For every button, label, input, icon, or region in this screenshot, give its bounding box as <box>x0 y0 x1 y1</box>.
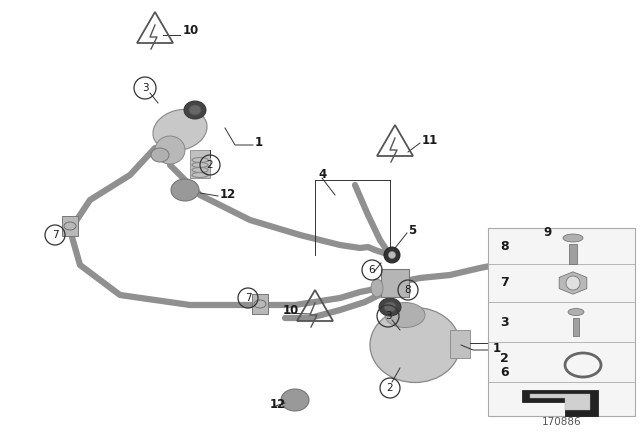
Text: 7: 7 <box>244 293 252 303</box>
Ellipse shape <box>388 251 396 258</box>
Text: 2: 2 <box>207 160 213 170</box>
Text: 8: 8 <box>404 285 412 295</box>
Text: 1: 1 <box>255 137 263 150</box>
Text: 2: 2 <box>500 352 509 365</box>
Ellipse shape <box>596 249 610 271</box>
Ellipse shape <box>563 234 583 242</box>
Ellipse shape <box>568 309 584 315</box>
Ellipse shape <box>384 247 400 263</box>
Text: 12: 12 <box>220 189 236 202</box>
Text: 11: 11 <box>422 134 438 146</box>
Text: 3: 3 <box>500 315 509 328</box>
Text: 1: 1 <box>493 341 501 354</box>
Text: 7: 7 <box>500 276 509 289</box>
Text: 5: 5 <box>408 224 416 237</box>
Bar <box>381 269 409 297</box>
Text: 9: 9 <box>543 225 551 238</box>
Ellipse shape <box>370 307 460 383</box>
Ellipse shape <box>184 101 206 119</box>
Ellipse shape <box>384 302 396 312</box>
Text: 4: 4 <box>318 168 326 181</box>
Text: 3: 3 <box>385 311 391 321</box>
Bar <box>62 216 78 236</box>
Ellipse shape <box>155 136 185 164</box>
Polygon shape <box>522 390 598 416</box>
Ellipse shape <box>153 109 207 151</box>
Ellipse shape <box>371 279 383 297</box>
Text: 6: 6 <box>500 366 509 379</box>
Text: 170886: 170886 <box>541 417 581 427</box>
Polygon shape <box>559 272 587 294</box>
Ellipse shape <box>281 389 309 411</box>
Ellipse shape <box>189 105 201 115</box>
Text: 3: 3 <box>141 83 148 93</box>
Text: 7: 7 <box>52 230 58 240</box>
Bar <box>573 318 579 336</box>
Ellipse shape <box>385 302 425 327</box>
Bar <box>450 330 470 358</box>
Circle shape <box>566 276 580 290</box>
Text: 12: 12 <box>270 397 286 410</box>
Text: 10: 10 <box>283 303 300 316</box>
Text: 8: 8 <box>500 240 509 253</box>
Ellipse shape <box>171 179 199 201</box>
Text: 10: 10 <box>183 23 199 36</box>
Bar <box>190 150 210 178</box>
Ellipse shape <box>379 298 401 316</box>
Bar <box>488 228 635 416</box>
Text: 6: 6 <box>369 265 375 275</box>
Bar <box>569 244 577 264</box>
Text: 2: 2 <box>387 383 394 393</box>
Polygon shape <box>530 394 590 410</box>
Ellipse shape <box>151 148 169 162</box>
Bar <box>252 294 268 314</box>
